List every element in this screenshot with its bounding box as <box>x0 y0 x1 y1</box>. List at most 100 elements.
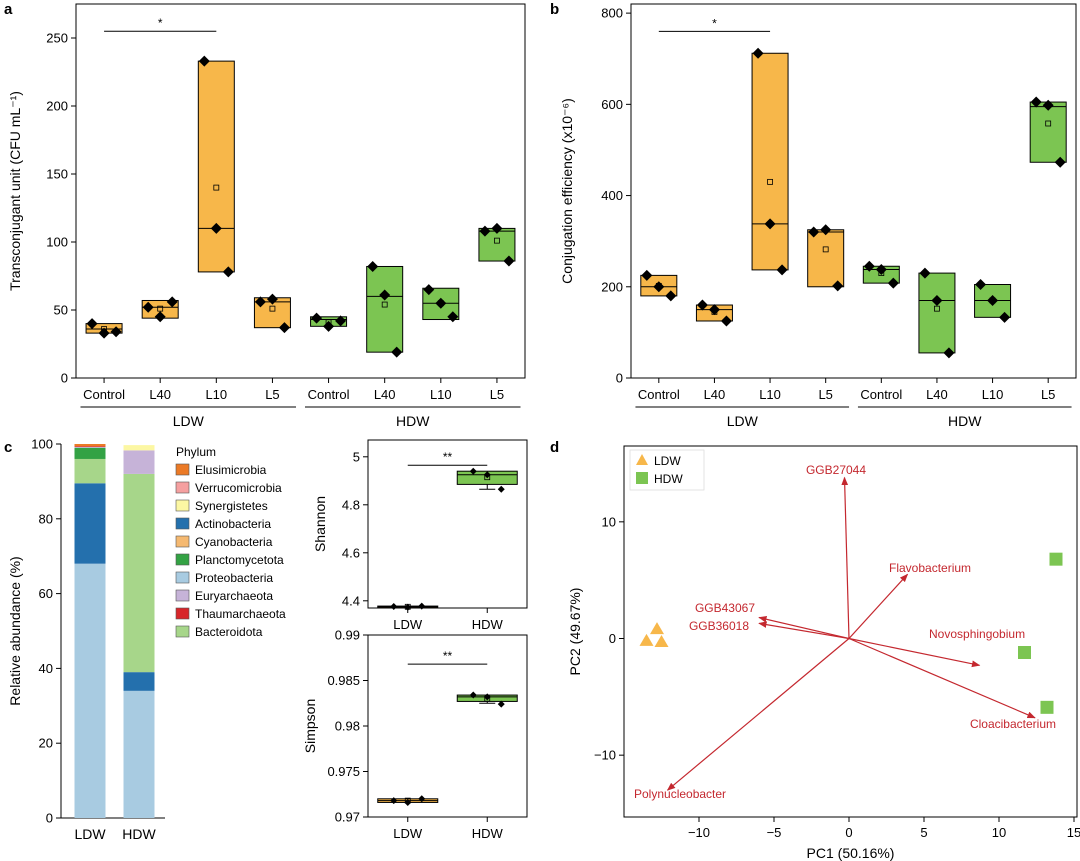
panel-a-xtick-label-1: L40 <box>149 387 171 402</box>
panel-c-legend-swatch-8 <box>175 607 190 620</box>
panel-b-point-7-1 <box>1042 99 1054 111</box>
panel-c-shannon-xtick-label-1: HDW <box>472 617 504 632</box>
panel-b-chart: 0 200 400 600 800 Conjugation efficiency (x10… <box>559 3 1077 429</box>
panel-d-point-hdw-3 <box>1049 552 1063 566</box>
panel-c-shannon-ytick-label-3: 5 <box>353 449 360 464</box>
panel-c-bar-segment-0-4 <box>74 447 106 459</box>
panel-b-point-1-0 <box>696 299 708 311</box>
panel-a-mean-1 <box>157 305 164 312</box>
panel-c-xtick-label-1: HDW <box>122 826 156 842</box>
panel-d-legend-triangle-icon <box>636 454 648 465</box>
panel-d-arrow-label-4: Novosphingobium <box>929 627 1025 641</box>
panel-b-point-0-1 <box>653 281 665 293</box>
panel-b-xtick-label-1: L40 <box>704 387 726 402</box>
panel-a-point-1-2 <box>166 296 178 308</box>
panel-c-shannon-y-axis-label: Shannon <box>312 496 328 552</box>
panel-c-legend-label-3: Actinobacteria <box>195 517 271 531</box>
panel-c-legend-label-0: Elusimicrobia <box>195 463 267 477</box>
panel-c-legend-swatch-3 <box>175 517 190 530</box>
panel-c-simpson-point-0-0 <box>390 797 398 805</box>
panel-a-point-3-1 <box>266 293 278 305</box>
panel-d-ytick-label-2: 10 <box>602 514 616 529</box>
panel-b-point-7-0 <box>1030 96 1042 108</box>
panel-d-legend-square-icon <box>636 472 648 484</box>
panel-a-point-0-0 <box>86 318 98 330</box>
panel-d-arrow-label-5: Cloacibacterium <box>970 717 1056 731</box>
panel-c-shannon-chart: 4.4 4.6 4.8 5 Shannon LDW HDW ** <box>312 439 528 632</box>
panel-c-shannon-ytick-label-2: 4.8 <box>342 497 360 512</box>
panel-c-simpson-point-1-1 <box>483 693 491 701</box>
panel-b-point-4-1 <box>875 263 887 275</box>
panel-a-point-3-0 <box>254 296 266 308</box>
panel-b-ytick-label-4: 800 <box>601 6 623 21</box>
panel-a-mean-7 <box>494 237 500 244</box>
panel-b-box-5 <box>918 272 956 354</box>
panel-d-point-hdw-4 <box>1018 646 1031 659</box>
panel-c-bar-segment-1-5 <box>123 450 155 474</box>
panel-b-point-4-2 <box>887 277 899 289</box>
panel-d-y-axis-label: PC2 (49.67%) <box>567 588 583 676</box>
panel-c-simpson-ytick-label-4: 0.99 <box>335 628 360 643</box>
panel-a-mean-3 <box>269 305 276 312</box>
panel-c-ytick-label-3: 60 <box>39 586 53 601</box>
panel-d-xtick-label-2: 0 <box>845 825 852 840</box>
panel-b-mean-5 <box>934 305 940 312</box>
panel-c-legend-swatch-1 <box>175 481 190 494</box>
panel-b-y-axis-label: Conjugation efficiency (x10⁻⁶) <box>559 98 575 284</box>
panel-a-point-1-1 <box>154 311 166 323</box>
panel-b-ytick-label-0: 0 <box>616 371 623 386</box>
panel-a-ytick-label-0: 0 <box>61 371 68 386</box>
panel-b-point-2-1 <box>764 218 776 230</box>
panel-b-group-label-1: HDW <box>948 413 982 429</box>
panel-b-significance-label: * <box>712 16 717 30</box>
panel-a-point-2-2 <box>222 266 234 278</box>
panel-c-xtick-label-0: LDW <box>74 826 106 842</box>
panel-a-point-5-2 <box>391 346 403 358</box>
panel-b-xtick-label-4: Control <box>860 387 902 402</box>
panel-a-box-2 <box>197 60 235 273</box>
panel-b-ytick-label-2: 400 <box>601 188 623 203</box>
panel-a-group-label-1: HDW <box>396 413 430 429</box>
panel-b-point-5-0 <box>919 267 931 279</box>
panel-letter-c: c <box>4 439 12 456</box>
panel-b-point-2-0 <box>752 47 764 59</box>
panel-c-legend-swatch-6 <box>175 571 190 584</box>
panel-c-legend-swatch-7 <box>175 589 190 602</box>
panel-b-point-6-2 <box>999 311 1011 323</box>
panel-c-stacked-bar: 0 20 40 60 80 100 Relative abundance (%) LDW HDW… <box>7 437 286 843</box>
panel-c-ytick-label-2: 40 <box>39 661 53 676</box>
panel-c-ytick-label-5: 100 <box>31 437 53 452</box>
panel-d-arrow-6 <box>666 638 850 791</box>
panel-a-chart: 0 50 100 150 200 250 Transconjugant unit (CFU … <box>7 3 526 429</box>
panel-a-xtick-label-0: Control <box>83 387 125 402</box>
panel-letter-b: b <box>550 1 559 18</box>
panel-c-simpson-chart: 0.97 0.975 0.98 0.985 0.99 Simpson LDW HDW ** <box>302 628 528 841</box>
panel-c-bar-segment-1-2 <box>123 672 155 691</box>
panel-d-arrow-5 <box>848 637 1036 719</box>
panel-c-shannon-point-0-2 <box>418 602 426 610</box>
panel-b-box-7 <box>1029 101 1067 163</box>
panel-a-point-4-1 <box>323 320 335 332</box>
panel-c-shannon-point-1-1 <box>483 471 491 479</box>
panel-c-simpson-ytick-label-0: 0.97 <box>335 810 360 825</box>
panel-c-legend-label-4: Cyanobacteria <box>195 535 273 549</box>
panel-c-legend-swatch-9 <box>175 625 190 638</box>
panel-b-point-1-1 <box>708 304 720 316</box>
panel-c-legend-label-9: Bacteroidota <box>195 625 263 639</box>
panel-b-xtick-label-2: L10 <box>759 387 781 402</box>
panel-c-simpson-ytick-label-1: 0.975 <box>327 764 360 779</box>
panel-c-shannon-point-0-0 <box>390 603 398 611</box>
panel-c-shannon-point-0-1 <box>404 603 412 611</box>
panel-c-bar-segment-0-0 <box>74 563 106 818</box>
panel-c-ytick-label-1: 20 <box>39 736 53 751</box>
panel-a-point-7-0 <box>479 225 491 237</box>
panel-b-point-5-1 <box>931 294 943 306</box>
panel-a-ytick-label-1: 50 <box>54 303 68 318</box>
panel-c-shannon-point-1-2 <box>497 485 505 493</box>
panel-c-legend-label-7: Euryarchaeota <box>195 589 273 603</box>
panel-d-arrow-label-6: Polynucleobacter <box>634 787 726 801</box>
panel-d-ytick-label-1: 0 <box>609 631 616 646</box>
panel-b-plot-frame <box>630 3 1077 379</box>
panel-d-arrow-label-0: GGB27044 <box>806 463 866 477</box>
panel-b-point-6-1 <box>987 294 999 306</box>
